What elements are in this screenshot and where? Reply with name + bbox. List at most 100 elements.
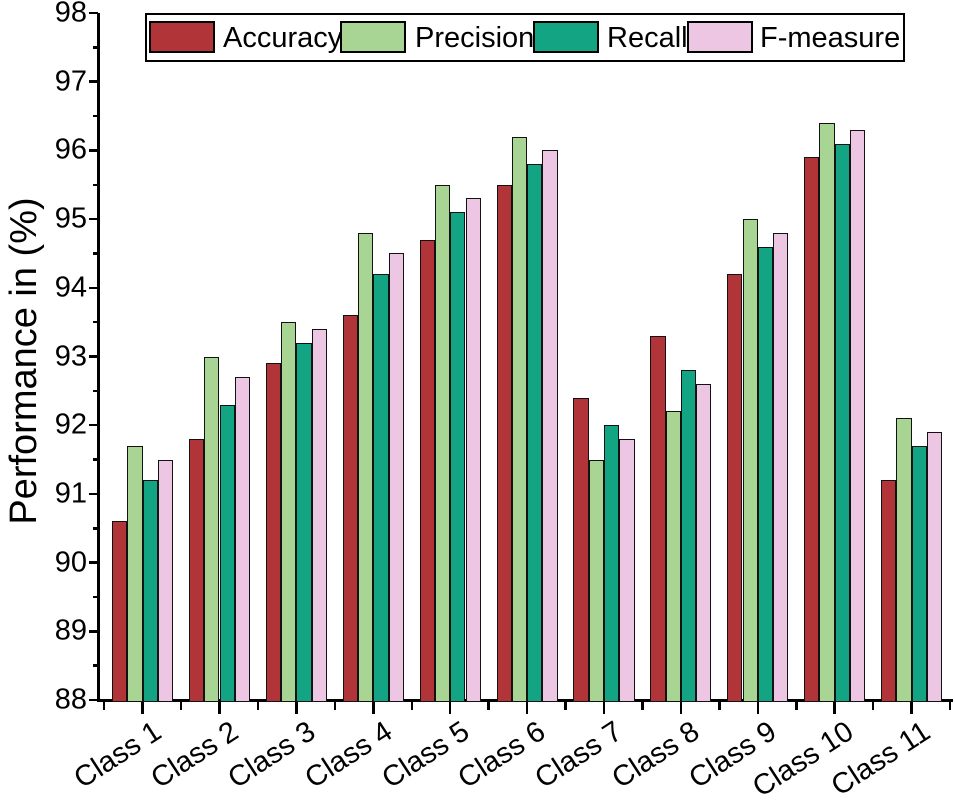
- y-minor-tick: [93, 252, 98, 255]
- legend-label-precision: Precision: [415, 22, 535, 54]
- y-tick-label: 88: [54, 683, 87, 716]
- y-tick-label: 97: [54, 65, 87, 98]
- bar-class-8-recall: [680, 370, 697, 702]
- x-major-tick: [910, 701, 913, 714]
- bar-class-5-accuracy: [419, 239, 435, 702]
- bar-class-2-f-measure: [234, 377, 251, 702]
- bar-class-4-f-measure: [388, 253, 404, 702]
- legend-label-accuracy: Accuracy: [223, 22, 343, 54]
- bar-class-7-accuracy: [573, 397, 589, 702]
- legend-swatch-f-measure: [686, 21, 753, 53]
- x-minor-tick: [795, 701, 798, 710]
- y-minor-tick: [93, 114, 98, 118]
- x-minor-tick: [410, 701, 413, 710]
- y-major-tick: [89, 149, 98, 152]
- y-major-tick: [89, 698, 98, 702]
- y-tick-label: 95: [54, 202, 87, 235]
- y-tick-label: 92: [54, 408, 87, 441]
- x-minor-tick: [333, 701, 337, 710]
- bar-class-3-accuracy: [265, 363, 282, 702]
- x-major-tick: [448, 701, 452, 714]
- y-major-tick: [89, 286, 98, 290]
- x-tick-label-class-2: Class 2: [145, 715, 244, 795]
- x-major-tick: [679, 701, 683, 714]
- bar-class-1-accuracy: [112, 521, 128, 702]
- bar-class-8-f-measure: [696, 383, 712, 702]
- x-major-tick: [833, 701, 836, 714]
- bar-class-4-recall: [373, 274, 389, 702]
- bar-class-5-precision: [434, 184, 451, 702]
- bar-class-6-accuracy: [496, 184, 512, 702]
- bar-class-1-precision: [127, 445, 143, 702]
- y-minor-tick: [93, 664, 98, 667]
- y-major-tick: [89, 630, 98, 633]
- legend-swatch-recall: [532, 21, 599, 53]
- y-minor-tick: [93, 183, 98, 186]
- y-axis-line: [97, 13, 100, 702]
- legend-label-recall: Recall: [607, 22, 688, 54]
- bar-class-4-precision: [358, 232, 374, 702]
- y-minor-tick: [93, 46, 98, 49]
- x-tick-label-class-6: Class 6: [452, 715, 552, 795]
- x-major-tick: [372, 701, 375, 714]
- bar-class-8-precision: [665, 411, 681, 702]
- x-minor-tick: [718, 701, 721, 710]
- x-minor-tick: [871, 701, 875, 710]
- bar-class-2-accuracy: [188, 438, 205, 702]
- bar-class-1-f-measure: [157, 459, 174, 702]
- bar-class-6-recall: [527, 164, 543, 702]
- legend-swatch-precision: [339, 21, 406, 53]
- legend: Accuracy Precision Recall F-measure: [145, 13, 905, 62]
- x-major-tick: [525, 701, 529, 714]
- x-minor-tick: [256, 701, 260, 710]
- bar-class-7-precision: [588, 459, 604, 702]
- y-tick-label: 96: [54, 133, 87, 166]
- y-tick-label: 94: [54, 271, 87, 304]
- y-major-tick: [89, 217, 98, 221]
- bar-class-9-f-measure: [773, 232, 789, 702]
- y-minor-tick: [93, 458, 98, 461]
- bar-class-11-precision: [896, 418, 912, 702]
- x-minor-tick: [641, 701, 644, 710]
- y-major-tick: [89, 561, 98, 564]
- bar-class-3-f-measure: [311, 329, 327, 702]
- x-minor-tick: [102, 701, 106, 710]
- x-minor-tick: [564, 701, 567, 710]
- x-major-tick: [141, 701, 144, 714]
- y-tick-label: 93: [54, 340, 87, 372]
- bar-class-10-precision: [819, 122, 835, 702]
- y-major-tick: [89, 80, 98, 83]
- bar-class-8-accuracy: [650, 335, 666, 702]
- y-major-tick: [89, 492, 98, 496]
- legend-label-f-measure: F-measure: [760, 22, 901, 54]
- x-major-tick: [602, 701, 606, 714]
- bar-class-3-precision: [281, 322, 297, 702]
- x-minor-tick: [487, 701, 490, 710]
- bar-class-3-recall: [296, 342, 312, 702]
- bar-class-4-accuracy: [342, 315, 358, 702]
- x-major-tick: [218, 701, 221, 714]
- bar-class-9-accuracy: [727, 274, 743, 702]
- y-tick-label: 91: [54, 477, 87, 510]
- bar-class-11-accuracy: [881, 480, 897, 702]
- bar-class-10-recall: [834, 143, 850, 702]
- bar-class-9-recall: [757, 246, 774, 702]
- y-tick-label: 89: [54, 614, 87, 647]
- bar-class-7-f-measure: [619, 438, 635, 702]
- y-minor-tick: [93, 389, 98, 393]
- legend-swatch-accuracy: [148, 21, 215, 53]
- y-major-tick: [89, 11, 98, 15]
- x-major-tick: [295, 701, 298, 714]
- y-minor-tick: [93, 595, 98, 599]
- x-tick-label-class-7: Class 7: [529, 715, 629, 795]
- bar-class-7-recall: [604, 425, 620, 702]
- bar-class-5-f-measure: [465, 198, 481, 702]
- x-tick-label-class-3: Class 3: [222, 715, 321, 795]
- bar-class-10-accuracy: [804, 157, 820, 702]
- bar-class-10-f-measure: [850, 129, 866, 702]
- y-axis-title: Performance in (%): [3, 197, 45, 525]
- y-tick-label: 98: [54, 0, 87, 29]
- bar-class-6-precision: [511, 136, 528, 702]
- bar-class-11-f-measure: [926, 432, 943, 702]
